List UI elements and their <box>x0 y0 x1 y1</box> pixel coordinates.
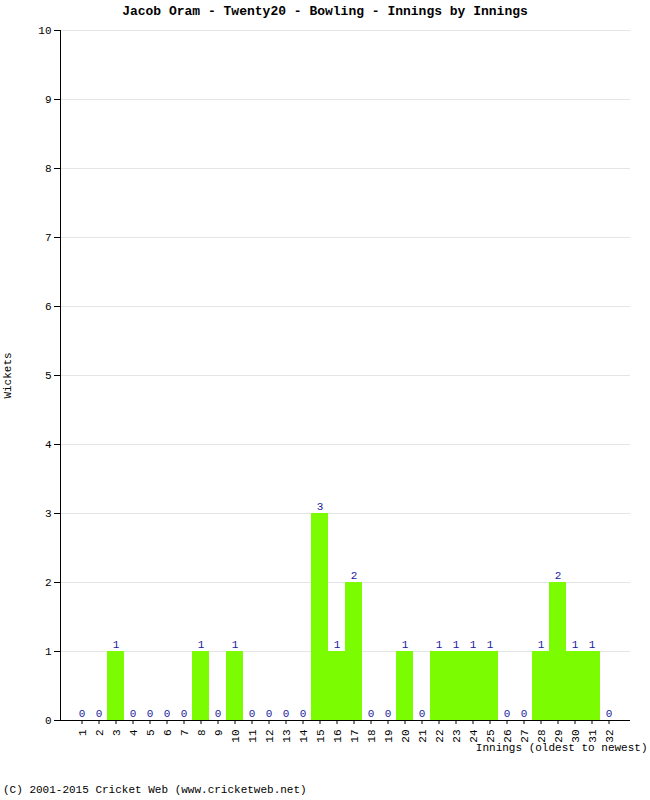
svg-text:1: 1 <box>45 646 52 658</box>
svg-text:0: 0 <box>130 708 137 720</box>
svg-text:2: 2 <box>45 577 52 589</box>
svg-text:23: 23 <box>451 730 463 743</box>
svg-text:0: 0 <box>300 708 307 720</box>
svg-text:7: 7 <box>179 730 191 737</box>
svg-text:20: 20 <box>400 730 412 743</box>
svg-text:0: 0 <box>249 708 256 720</box>
svg-text:32: 32 <box>603 729 616 743</box>
svg-text:9: 9 <box>45 94 52 106</box>
svg-text:1: 1 <box>334 639 341 651</box>
svg-text:1: 1 <box>113 639 120 651</box>
svg-text:12: 12 <box>264 730 276 743</box>
svg-text:1: 1 <box>453 639 460 651</box>
svg-text:1: 1 <box>436 639 443 651</box>
svg-text:1: 1 <box>487 639 494 651</box>
svg-text:6: 6 <box>45 301 52 313</box>
svg-text:8: 8 <box>45 163 52 175</box>
svg-text:2: 2 <box>555 570 562 582</box>
svg-text:1: 1 <box>402 639 409 651</box>
svg-text:0: 0 <box>96 708 103 720</box>
svg-text:1: 1 <box>198 639 205 651</box>
svg-text:1: 1 <box>572 639 579 651</box>
svg-text:10: 10 <box>230 730 242 743</box>
svg-text:0: 0 <box>385 708 392 720</box>
svg-text:26: 26 <box>501 729 514 743</box>
svg-text:28: 28 <box>535 729 548 743</box>
svg-text:1: 1 <box>589 639 596 651</box>
svg-text:2: 2 <box>94 730 106 737</box>
svg-text:Wickets: Wickets <box>2 352 14 398</box>
svg-text:0: 0 <box>266 708 273 720</box>
svg-text:15: 15 <box>315 730 327 743</box>
svg-text:29: 29 <box>552 729 565 743</box>
svg-text:10: 10 <box>38 25 51 37</box>
svg-text:4: 4 <box>128 729 140 736</box>
svg-text:2: 2 <box>351 570 358 582</box>
html-text:(C) 2001-2015 Cricket Web (www: (C) 2001-2015 Cricket Web (www.cricketwe… <box>3 784 307 796</box>
svg-text:14: 14 <box>298 729 310 743</box>
svg-text:7: 7 <box>45 232 52 244</box>
svg-text:17: 17 <box>349 730 361 743</box>
svg-text:18: 18 <box>366 730 378 743</box>
svg-text:Innings (oldest to newest): Innings (oldest to newest) <box>476 742 648 754</box>
svg-text:0: 0 <box>164 708 171 720</box>
svg-text:11: 11 <box>247 729 259 743</box>
svg-text:0: 0 <box>521 708 528 720</box>
svg-text:24: 24 <box>467 729 480 743</box>
svg-text:9: 9 <box>213 730 225 737</box>
svg-text:21: 21 <box>417 729 429 743</box>
svg-text:22: 22 <box>434 730 446 743</box>
svg-text:0: 0 <box>45 715 52 727</box>
svg-text:13: 13 <box>281 730 293 743</box>
html-text:Jacob Oram - Twenty20 - Bowlin: Jacob Oram - Twenty20 - Bowling - Inning… <box>122 4 528 19</box>
svg-text:6: 6 <box>162 730 174 737</box>
svg-text:4: 4 <box>45 439 52 451</box>
svg-text:0: 0 <box>215 708 222 720</box>
svg-text:8: 8 <box>196 730 208 737</box>
svg-text:30: 30 <box>569 729 582 743</box>
svg-text:0: 0 <box>419 708 426 720</box>
svg-text:31: 31 <box>586 729 599 743</box>
svg-text:25: 25 <box>484 729 497 743</box>
svg-text:3: 3 <box>45 508 52 520</box>
svg-text:1: 1 <box>538 639 545 651</box>
svg-text:0: 0 <box>79 708 86 720</box>
svg-text:19: 19 <box>383 730 395 743</box>
svg-text:5: 5 <box>45 370 52 382</box>
svg-text:3: 3 <box>317 501 324 513</box>
svg-text:0: 0 <box>368 708 375 720</box>
svg-text:27: 27 <box>518 729 531 743</box>
svg-text:1: 1 <box>470 639 477 651</box>
svg-text:0: 0 <box>606 708 613 720</box>
svg-text:16: 16 <box>332 730 344 743</box>
svg-text:3: 3 <box>111 730 123 737</box>
svg-text:1: 1 <box>77 729 89 736</box>
svg-text:1: 1 <box>232 639 239 651</box>
svg-text:0: 0 <box>181 708 188 720</box>
svg-text:0: 0 <box>283 708 290 720</box>
svg-text:0: 0 <box>504 708 511 720</box>
svg-text:0: 0 <box>147 708 154 720</box>
svg-text:5: 5 <box>145 730 157 737</box>
